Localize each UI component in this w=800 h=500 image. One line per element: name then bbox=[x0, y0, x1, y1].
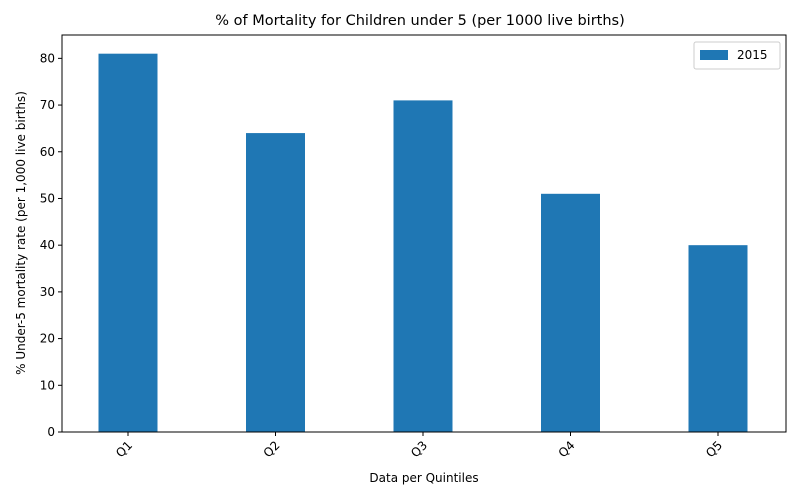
y-tick-label-60: 60 bbox=[40, 145, 55, 159]
y-axis: 0 10 20 30 40 50 60 70 80 bbox=[40, 51, 62, 439]
bar-q1 bbox=[98, 53, 158, 433]
chart-title: % of Mortality for Children under 5 (per… bbox=[215, 13, 625, 29]
y-tick-label-50: 50 bbox=[40, 191, 55, 205]
bar-q5 bbox=[688, 245, 748, 432]
legend: 2015 bbox=[693, 41, 781, 70]
y-tick-label-70: 70 bbox=[40, 98, 55, 112]
bar-q3 bbox=[393, 100, 453, 432]
y-tick-label-30: 30 bbox=[40, 285, 55, 299]
y-tick-label-0: 0 bbox=[47, 425, 55, 439]
x-tick-label-q4: Q4 bbox=[556, 438, 578, 460]
x-axis-label: Data per Quintiles bbox=[369, 471, 478, 485]
x-tick-label-q1: Q1 bbox=[113, 438, 135, 460]
x-tick-label-q2: Q2 bbox=[261, 438, 283, 460]
legend-swatch bbox=[700, 50, 728, 60]
legend-label: 2015 bbox=[737, 48, 768, 62]
plot-frame bbox=[61, 34, 787, 433]
y-axis-label: % Under-5 mortality rate (per 1,000 live… bbox=[14, 91, 28, 375]
y-tick-label-10: 10 bbox=[40, 378, 55, 392]
y-tick-label-40: 40 bbox=[40, 238, 55, 252]
bar-q4 bbox=[541, 193, 600, 432]
x-tick-label-q5: Q5 bbox=[703, 438, 725, 460]
y-tick-label-80: 80 bbox=[40, 51, 55, 65]
y-tick-label-20: 20 bbox=[40, 332, 55, 346]
legend-box bbox=[693, 41, 781, 70]
bars-group bbox=[98, 53, 748, 433]
x-tick-label-q3: Q3 bbox=[408, 438, 430, 460]
x-axis: Q1 Q2 Q3 Q4 Q5 bbox=[113, 432, 725, 460]
bar-q2 bbox=[246, 133, 305, 433]
